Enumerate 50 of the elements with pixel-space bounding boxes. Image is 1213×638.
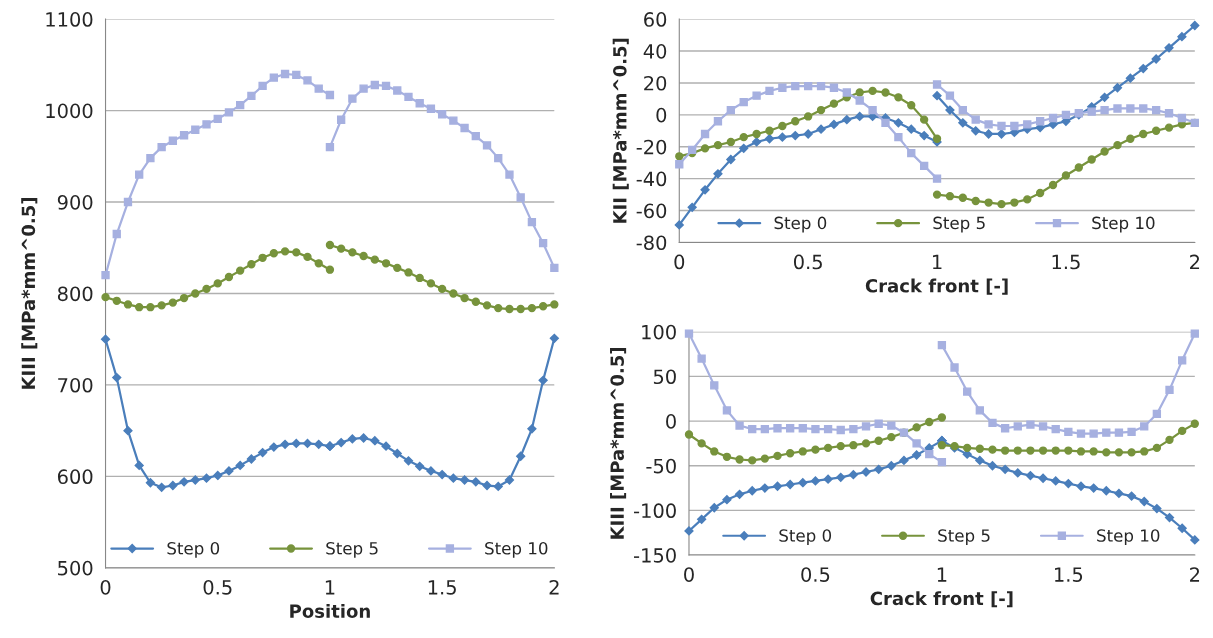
- x-tick-label: 2: [1190, 567, 1200, 582]
- y-tick-label: -20: [636, 139, 667, 155]
- y-tick-label: 50: [653, 369, 676, 385]
- legend-label: Step 10: [485, 541, 548, 558]
- x-tick-label: 2: [1190, 254, 1200, 270]
- x-tick-label: 1.5: [1055, 567, 1083, 582]
- y-tick-label: 100: [642, 324, 676, 340]
- legend-label: Step 10: [1092, 216, 1155, 233]
- y-tick-label: 1000: [46, 103, 93, 119]
- legend-label: Step 5: [326, 541, 378, 558]
- y-tick-label: 800: [57, 286, 93, 302]
- y-tick-label: 900: [57, 194, 93, 210]
- x-tick-label: 0: [684, 567, 694, 582]
- x-axis-title: Crack front [-]: [870, 591, 1013, 608]
- legend-label: Step 5: [938, 529, 990, 546]
- x-axis-title: Crack front [-]: [865, 278, 1008, 295]
- y-tick-label: -60: [636, 203, 667, 219]
- y-tick-label: -40: [636, 171, 667, 187]
- x-tick-label: 1: [937, 567, 947, 582]
- y-axis-title: KII [MPa*mm^0.5]: [612, 38, 629, 223]
- legend-label: Step 0: [167, 541, 220, 558]
- x-tick-label: 0.5: [203, 579, 232, 595]
- y-tick-label: 0: [666, 414, 676, 429]
- x-axis-title: Position: [290, 604, 370, 618]
- x-tick-label: 2: [549, 579, 559, 595]
- y-tick-label: 700: [58, 377, 93, 393]
- x-tick-label: 1: [325, 580, 335, 595]
- x-tick-label: 0: [100, 579, 111, 595]
- x-tick-label: 1.5: [428, 580, 456, 595]
- y-tick-label: -100: [634, 503, 676, 519]
- y-tick-label: 0: [656, 107, 667, 123]
- y-tick-label: 1100: [46, 12, 93, 27]
- y-axis-title: KIII [MPa*mm^0.5]: [610, 347, 627, 539]
- y-tick-label: -50: [646, 458, 676, 474]
- y-tick-label: 60: [644, 12, 667, 27]
- x-tick-label: 1.5: [1052, 254, 1080, 270]
- legend-label: Step 5: [933, 216, 985, 233]
- y-tick-label: -150: [634, 548, 676, 563]
- x-tick-label: 0.5: [801, 567, 830, 582]
- legend-label: Step 0: [779, 529, 832, 546]
- y-tick-label: 600: [57, 469, 93, 485]
- x-tick-label: 1: [932, 254, 942, 270]
- y-axis-title: KIII [MPa*mm^0.5]: [21, 198, 38, 389]
- legend-label: Step 10: [1097, 529, 1160, 546]
- y-tick-label: 500: [58, 560, 93, 576]
- y-tick-label: 20: [644, 75, 667, 91]
- y-tick-label: 40: [643, 44, 667, 59]
- x-tick-label: 0.5: [793, 254, 822, 270]
- y-tick-label: -80: [636, 235, 667, 251]
- legend-label: Step 0: [774, 216, 827, 233]
